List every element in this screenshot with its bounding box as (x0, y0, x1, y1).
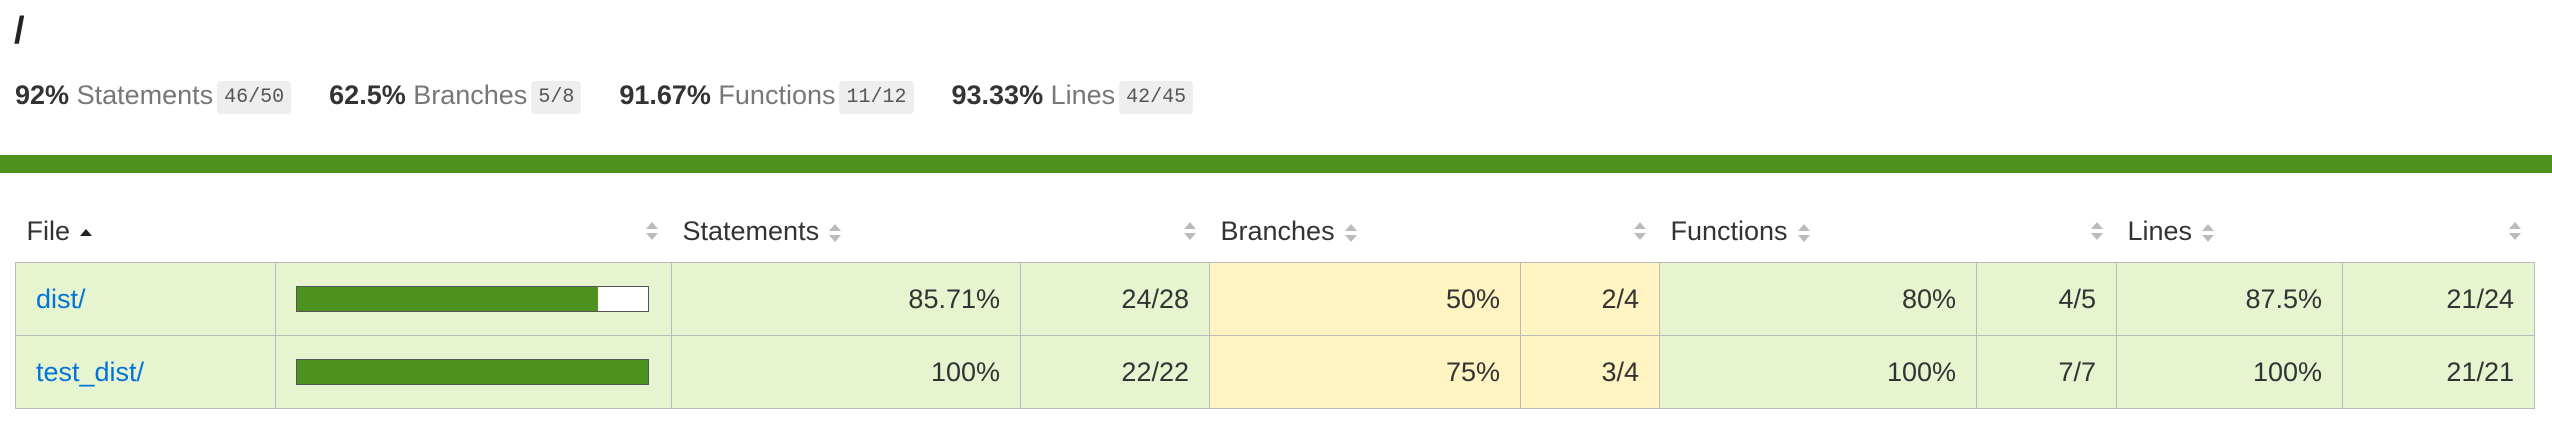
summary-label: Branches (413, 80, 528, 110)
sort-icon[interactable] (80, 224, 93, 242)
summary-label: Functions (718, 80, 836, 110)
percent-cell: 100% (671, 335, 1021, 409)
sort-icon[interactable] (829, 223, 842, 242)
column-header[interactable]: Branches (1210, 200, 1521, 263)
status-bar (0, 155, 2552, 173)
coverage-bar (296, 359, 649, 385)
percent-cell: 75% (1209, 335, 1521, 409)
file-row: test_dist/100% 22/22 75% 3/4 100% 7/7 100% 21/2… (15, 335, 2535, 409)
summary-percent: 91.67% (619, 80, 711, 110)
coverage-bar-cell (275, 262, 672, 336)
percent-cell: 85.71% (671, 262, 1021, 336)
summary-item: 92% Statements 46/50 (15, 80, 292, 114)
percent-cell: 100% (2116, 335, 2343, 409)
column-header[interactable]: Statements (672, 200, 1021, 263)
column-header-label: Branches (1220, 215, 1335, 246)
fraction-cell: 2/4 (1520, 262, 1660, 336)
column-sort[interactable] (1021, 200, 1210, 263)
column-sort[interactable] (2343, 200, 2535, 263)
sort-icon[interactable] (1633, 222, 1646, 240)
summary-fraction: 11/12 (839, 81, 914, 114)
sort-icon[interactable] (2202, 223, 2215, 242)
column-sort[interactable] (1521, 200, 1660, 263)
coverage-fill (297, 360, 648, 384)
sort-icon[interactable] (645, 222, 658, 240)
percent-cell: 87.5% (2116, 262, 2343, 336)
sort-icon[interactable] (2508, 222, 2521, 240)
fraction-cell: 21/24 (2342, 262, 2535, 336)
fraction-cell: 4/5 (1976, 262, 2117, 336)
column-header[interactable]: Functions (1660, 200, 1977, 263)
file-cell: test_dist/ (15, 335, 276, 409)
column-header[interactable]: File (16, 200, 276, 263)
percent-cell: 50% (1209, 262, 1521, 336)
summary-fraction: 42/45 (1119, 81, 1194, 114)
column-header-label: Lines (2127, 215, 2193, 246)
column-header-label: File (26, 215, 71, 246)
column-header[interactable]: Lines (2117, 200, 2343, 263)
summary-percent: 92% (15, 80, 70, 110)
summary-fraction: 5/8 (531, 81, 582, 114)
summary: 92% Statements 46/50 62.5% Branches 5/8 91.6… (15, 80, 1231, 114)
sort-icon[interactable] (1183, 222, 1196, 240)
coverage-bar-cell (275, 335, 672, 409)
sort-icon[interactable] (1797, 223, 1810, 242)
summary-fraction: 46/50 (217, 81, 292, 114)
fraction-cell: 3/4 (1520, 335, 1660, 409)
summary-item: 93.33% Lines 42/45 (951, 80, 1194, 114)
percent-cell: 80% (1659, 262, 1977, 336)
sort-icon[interactable] (2090, 222, 2103, 240)
coverage-fill (297, 287, 598, 311)
coverage-table: File Statements Branches Functions Lines dist… (15, 200, 2535, 409)
sort-icon[interactable] (1344, 223, 1357, 242)
summary-label: Statements (76, 80, 214, 110)
file-row: dist/85.71% 24/28 50% 2/4 80% 4/5 87.5% 21/24 (15, 262, 2535, 336)
column-sort[interactable] (1977, 200, 2117, 263)
fraction-cell: 7/7 (1976, 335, 2117, 409)
column-sort[interactable] (276, 200, 672, 263)
column-header-label: Statements (682, 215, 820, 246)
file-link[interactable]: test_dist/ (36, 356, 145, 387)
fraction-cell: 22/22 (1020, 335, 1210, 409)
summary-item: 62.5% Branches 5/8 (329, 80, 582, 114)
file-cell: dist/ (15, 262, 276, 336)
page-title: / (14, 10, 25, 52)
summary-percent: 93.33% (951, 80, 1044, 110)
summary-label: Lines (1050, 80, 1116, 110)
summary-percent: 62.5% (329, 80, 406, 110)
fraction-cell: 21/21 (2342, 335, 2535, 409)
summary-item: 91.67% Functions 11/12 (619, 80, 914, 114)
column-header-label: Functions (1670, 215, 1788, 246)
coverage-bar (296, 286, 649, 312)
fraction-cell: 24/28 (1020, 262, 1210, 336)
file-link[interactable]: dist/ (36, 283, 86, 314)
percent-cell: 100% (1659, 335, 1977, 409)
